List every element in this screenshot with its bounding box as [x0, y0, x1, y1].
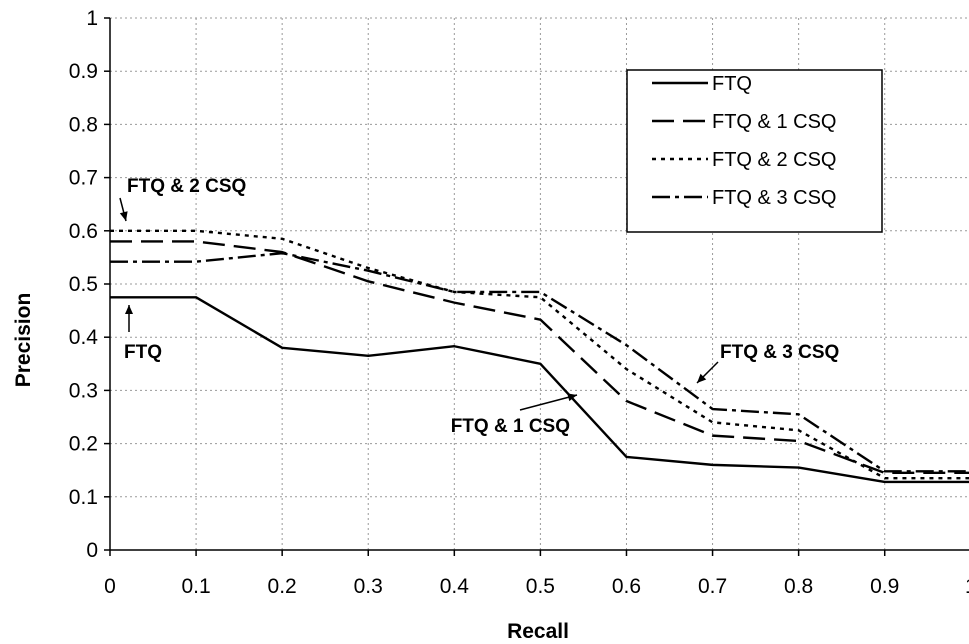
x-tick-label: 0.1: [181, 575, 210, 598]
annotation-label-2: FTQ & 1 CSQ: [451, 416, 570, 437]
y-tick-label: 0: [86, 539, 98, 562]
series-lines: [110, 229, 969, 484]
legend-box: [626, 69, 883, 233]
y-tick-label: 0.3: [69, 379, 98, 402]
y-tick-label: 0.4: [69, 326, 99, 349]
annotation-label-1: FTQ: [124, 342, 162, 363]
y-tick-label: 0.1: [69, 486, 98, 509]
y-tick-label: 0.2: [69, 433, 98, 456]
y-tick-label: 0.8: [69, 113, 98, 136]
annotation-arrowhead-0: [119, 211, 128, 221]
annotation-arrowhead-2: [567, 393, 577, 402]
x-tick-label: 0.4: [440, 575, 470, 598]
x-tick-label: 0.3: [354, 575, 383, 598]
x-tick-label: 1: [965, 575, 969, 598]
x-tick-label: 0.9: [870, 575, 899, 598]
annotations: FTQ & 2 CSQ FTQ FTQ & 1 CSQ FTQ & 3 CSQ: [119, 176, 839, 437]
annotation-label-0: FTQ & 2 CSQ: [127, 176, 246, 197]
series-line-1: [110, 240, 969, 475]
annotation-arrowhead-3: [697, 373, 707, 383]
x-tick-label: 0.7: [698, 575, 727, 598]
x-tick-label: 0.5: [526, 575, 555, 598]
series-line-3: [110, 251, 969, 473]
y-tick-label: 0.5: [69, 273, 98, 296]
y-tick-label: 0.9: [69, 60, 98, 83]
series-line-0: [110, 296, 969, 484]
annotation-arrow-2: [519, 394, 578, 411]
legend-label-0: FTQ: [712, 73, 752, 95]
y-tick-label: 1: [86, 7, 98, 30]
y-tick-label: 0.7: [69, 167, 98, 190]
legend-label-3: FTQ & 3 CSQ: [712, 187, 836, 209]
x-tick-label: 0.8: [784, 575, 813, 598]
legend-label-1: FTQ & 1 CSQ: [712, 111, 836, 133]
legend-label-2: FTQ & 2 CSQ: [712, 149, 836, 171]
x-tick-label: 0.6: [612, 575, 641, 598]
annotation-arrowhead-1: [125, 305, 133, 314]
y-tick-label: 0.6: [69, 220, 98, 243]
x-axis-title: Recall: [507, 620, 569, 643]
x-tick-label: 0: [104, 575, 116, 598]
annotation-label-3: FTQ & 3 CSQ: [720, 342, 839, 363]
y-axis-title: Precision: [12, 293, 35, 388]
x-tick-label: 0.2: [268, 575, 297, 598]
legend: FTQ FTQ & 1 CSQ FTQ & 2 CSQ FTQ & 3 CSQ: [626, 69, 883, 233]
axes: 0 0.1 0.2 0.3 0.4 0.5 0.6 0.7 0.8 0.9 1 0 0.1 0.2 0.3 0…: [69, 7, 969, 598]
